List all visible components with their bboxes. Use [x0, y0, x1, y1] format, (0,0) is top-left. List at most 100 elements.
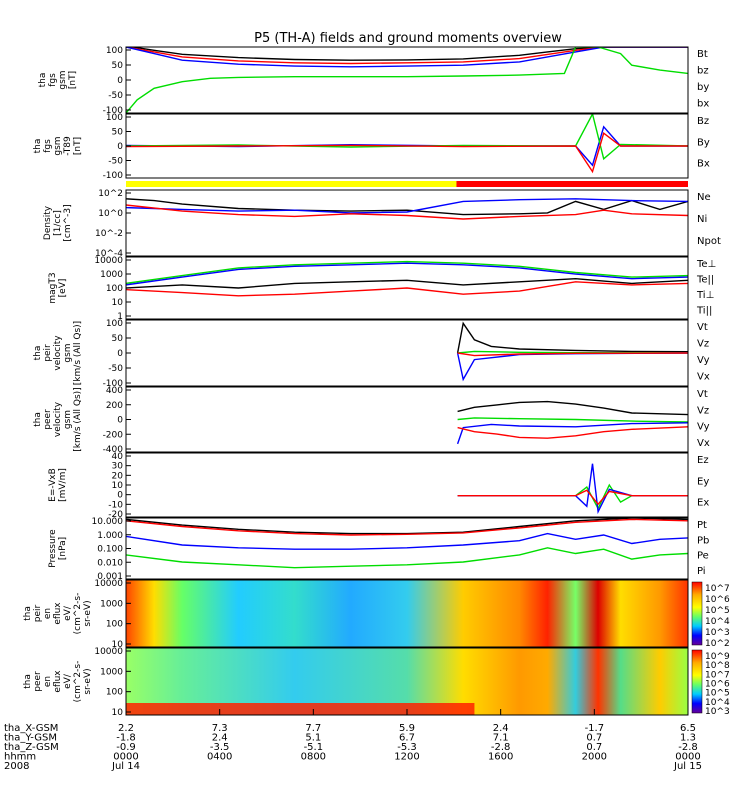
- x-axis-value: 0.7: [586, 733, 602, 744]
- x-axis-value: 7.1: [493, 733, 509, 744]
- legend-entry: Ey: [697, 476, 709, 487]
- series-line-1: [457, 417, 688, 423]
- series-line-1: [126, 518, 688, 536]
- panel-peer-spec: 10^910^810^710^610^510^410^3 10000 1000 100…: [23, 647, 730, 718]
- x-axis-value: Jul 14: [111, 761, 140, 772]
- y-tick-label: 10^2: [98, 189, 123, 199]
- series-line-2: [126, 532, 688, 550]
- y-axis-label-line: eV/: [63, 605, 73, 621]
- y-tick-label: 100: [106, 46, 123, 56]
- y-tick-label: 50: [112, 61, 124, 71]
- y-axis-label-line: velocity: [53, 335, 63, 371]
- legend-entry: by: [697, 82, 709, 93]
- series-line-0: [457, 400, 688, 416]
- panel-frame: [125, 46, 689, 114]
- y-axis-label-line: en: [43, 676, 53, 687]
- panel-peir: Vt Vz Vy Vx 100 50 0 -50 -100 tha peir velocity gsm[…: [33, 319, 710, 389]
- status-bar-segment-1: [456, 181, 688, 187]
- y-axis-label-line: [nT]: [73, 137, 83, 155]
- y-tick-label: 0: [117, 416, 123, 426]
- colorbar-tick-label: 10^4: [705, 617, 730, 627]
- x-axis-value: 2.4: [493, 723, 509, 734]
- colorbar: [691, 581, 703, 646]
- legend-entry: Pb: [697, 535, 709, 546]
- y-tick-label: 10: [112, 640, 124, 650]
- y-axis-label-line: (cm^2-s-: [73, 661, 83, 703]
- legend-entry: Vz: [697, 339, 709, 350]
- y-tick-label: -50: [108, 157, 123, 167]
- y-tick-label: 100: [106, 284, 123, 294]
- y-tick-label: 10000: [94, 579, 123, 589]
- chart-title: P5 (TH-A) fields and ground moments over…: [254, 31, 562, 46]
- y-tick-label: 1: [117, 312, 123, 322]
- x-axis-value: -2.8: [491, 742, 511, 753]
- series-line-0: [126, 198, 688, 216]
- y-tick-label: 400: [106, 386, 123, 396]
- y-axis-label-line: en: [43, 608, 53, 619]
- y-tick-label: 100: [106, 688, 123, 698]
- panel-frame: [125, 452, 689, 518]
- y-tick-label: 10.000: [92, 517, 124, 527]
- colorbar-tick-label: 10^9: [705, 652, 730, 662]
- y-tick-label: -400: [103, 445, 124, 455]
- colorbar-tick-label: 10^8: [705, 661, 730, 671]
- series-line-0: [126, 47, 688, 61]
- y-axis-label-line: eflux: [53, 602, 63, 625]
- y-axis-label-line: eflux: [53, 670, 63, 693]
- legend-entry: Te⊥: [696, 259, 716, 270]
- colorbar-tick-label: 10^6: [705, 680, 730, 690]
- x-axis-value: 6.7: [399, 733, 415, 744]
- y-tick-label: -200: [103, 430, 124, 440]
- y-tick-label: 10^-2: [95, 229, 123, 239]
- y-tick-label: 10^-4: [95, 249, 123, 259]
- x-axis-row-label: 2008: [4, 761, 29, 772]
- x-axis-value: -3.5: [210, 742, 230, 753]
- y-axis-label-line: [nT]: [68, 71, 78, 89]
- y-axis-label-line: magT3: [48, 272, 58, 303]
- series-line-2: [126, 204, 688, 220]
- panel-peir-spec: 10^710^610^510^410^310^2 10000 1000 100 10 th…: [23, 579, 730, 650]
- x-axis-value: -2.8: [678, 742, 698, 753]
- legend-entry: Ti||: [696, 306, 712, 317]
- legend-entry: bz: [697, 66, 709, 77]
- series-line-2: [456, 422, 688, 445]
- y-axis-label-line: tha: [33, 139, 43, 154]
- y-tick-label: -10: [108, 500, 123, 510]
- colorbar-tick-label: 10^6: [705, 595, 730, 605]
- series-line-0: [456, 321, 688, 354]
- y-axis-label-line: peer: [33, 671, 43, 692]
- y-axis-label-line: fgs: [43, 139, 53, 153]
- y-tick-label: 1000: [100, 667, 123, 677]
- x-axis-value: -1.8: [116, 733, 136, 744]
- y-tick-label: 0: [117, 76, 123, 86]
- y-tick-label: -50: [108, 91, 123, 101]
- y-axis-label-line: E=-VxB: [48, 468, 58, 502]
- legend-entry: Vt: [697, 389, 708, 400]
- x-axis-value: 1.3: [680, 733, 696, 744]
- y-tick-label: 0: [117, 491, 123, 501]
- legend-entry: Bt: [697, 49, 708, 60]
- series-line-2: [457, 489, 688, 506]
- x-axis-value: 0400: [207, 752, 232, 763]
- y-axis-label-line: [mV/m]: [58, 468, 68, 502]
- y-axis-label-line: gsm: [63, 410, 73, 429]
- y-tick-label: 50: [112, 334, 124, 344]
- y-axis-label-line: Pressure: [48, 529, 58, 568]
- x-axis-value: 7.7: [305, 723, 321, 734]
- series-line-1: [126, 114, 688, 161]
- y-axis-label-line: [eV]: [58, 279, 68, 298]
- series-line-2: [126, 277, 688, 289]
- legend-entry: Bz: [697, 116, 709, 127]
- series-line-2: [126, 132, 688, 174]
- panel-frame: [125, 579, 689, 648]
- y-axis-label-line: (cm^2-s-: [73, 593, 83, 635]
- y-axis-label-line: peer: [43, 409, 53, 430]
- y-tick-label: 1.000: [97, 531, 123, 541]
- legend-entry: Ti⊥: [696, 290, 714, 301]
- y-tick-label: 30: [112, 462, 124, 472]
- y-axis-label-line: tha: [33, 346, 43, 361]
- legend-entry: Ez: [697, 455, 709, 466]
- colorbar-tick-label: 10^7: [705, 670, 730, 680]
